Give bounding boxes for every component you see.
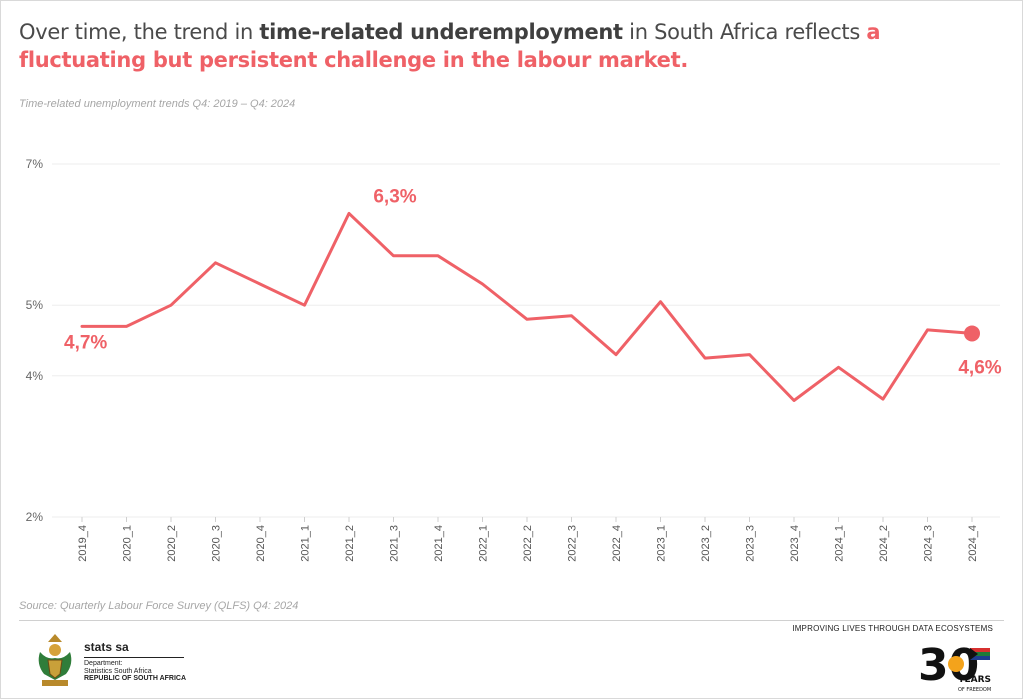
headline: Over time, the trend in time-related und…: [19, 18, 1004, 74]
x-tick-label: 2022_1: [478, 525, 490, 562]
x-tick-label: 2024_1: [834, 525, 846, 562]
x-tick-label: 2024_2: [878, 525, 890, 562]
x-tick-label: 2020_1: [122, 525, 134, 562]
years-word: YEARS: [957, 675, 991, 685]
data-label: 4,6%: [958, 357, 1001, 378]
chart-subtitle: Time-related unemployment trends Q4: 201…: [19, 98, 296, 110]
label-layer: 4,7% 6,3% 4,6%: [64, 186, 1002, 378]
brand-line: [84, 657, 184, 658]
x-tick-label: 2024_4: [967, 525, 979, 562]
y-tick-label: 2%: [26, 510, 44, 524]
x-tick-label: 2021_4: [433, 525, 445, 562]
headline-part2: in South Africa reflects: [622, 20, 867, 44]
tagline: IMPROVING LIVES THROUGH DATA ECOSYSTEMS: [792, 624, 993, 633]
grid-layer: [52, 163, 1000, 518]
thirty-years-logo: 30 YEARS OF FREEDOM: [918, 640, 991, 693]
data-point: [964, 325, 980, 342]
x-tick-label: 2019_4: [77, 525, 89, 562]
x-tick-label: 2022_2: [522, 525, 534, 562]
brand-name: stats sa: [84, 640, 129, 654]
republic-label: REPUBLIC OF SOUTH AFRICA: [84, 675, 187, 682]
x-tick-label: 2022_3: [567, 525, 579, 562]
sun-icon: [948, 656, 964, 672]
coat-of-arms-icon: [38, 634, 72, 686]
x-tick-label: 2023_2: [700, 525, 712, 562]
x-tick-label: 2020_2: [166, 525, 178, 562]
brand-department: Department: Statistics South Africa: [84, 660, 152, 676]
series-line: [80, 211, 974, 402]
x-tick-label: 2022_4: [611, 525, 623, 562]
x-tick-label: 2023_1: [656, 525, 668, 562]
x-tick-label: 2024_3: [923, 525, 935, 562]
x-tick-label: 2023_3: [745, 525, 757, 562]
line-chart: 2% 4% 5% 7% 2019_4 2020_1 2020_2 2020_3 2020_4 20…: [26, 157, 1002, 562]
axis-layer: 2% 4% 5% 7% 2019_4 2020_1 2020_2 2020_3 2020_4 20…: [26, 157, 979, 562]
x-tick-label: 2020_3: [211, 525, 223, 562]
x-tick-label: 2021_1: [300, 525, 312, 562]
footer-divider: [19, 620, 1004, 621]
source-note: Source: Quarterly Labour Force Survey (Q…: [19, 600, 299, 612]
dept-line2: Statistics South Africa: [84, 668, 152, 675]
dept-line1: Department:: [84, 660, 123, 667]
line-layer: [80, 211, 980, 402]
x-tick-label: 2023_4: [789, 525, 801, 562]
data-label: 4,7%: [64, 332, 107, 353]
years-sub: OF FREEDOM: [958, 687, 991, 693]
y-tick-label: 5%: [26, 298, 44, 312]
data-label: 6,3%: [373, 186, 416, 207]
headline-bold: time-related underemployment: [259, 20, 623, 44]
x-tick-label: 2021_2: [344, 525, 356, 562]
x-tick-label: 2020_4: [255, 525, 267, 562]
headline-part1: Over time, the trend in: [19, 20, 260, 44]
headline-accent: a fluctuating but persistent challenge i…: [19, 20, 881, 72]
y-tick-label: 4%: [26, 369, 44, 383]
y-tick-label: 7%: [26, 157, 44, 171]
x-tick-label: 2021_3: [389, 525, 401, 562]
